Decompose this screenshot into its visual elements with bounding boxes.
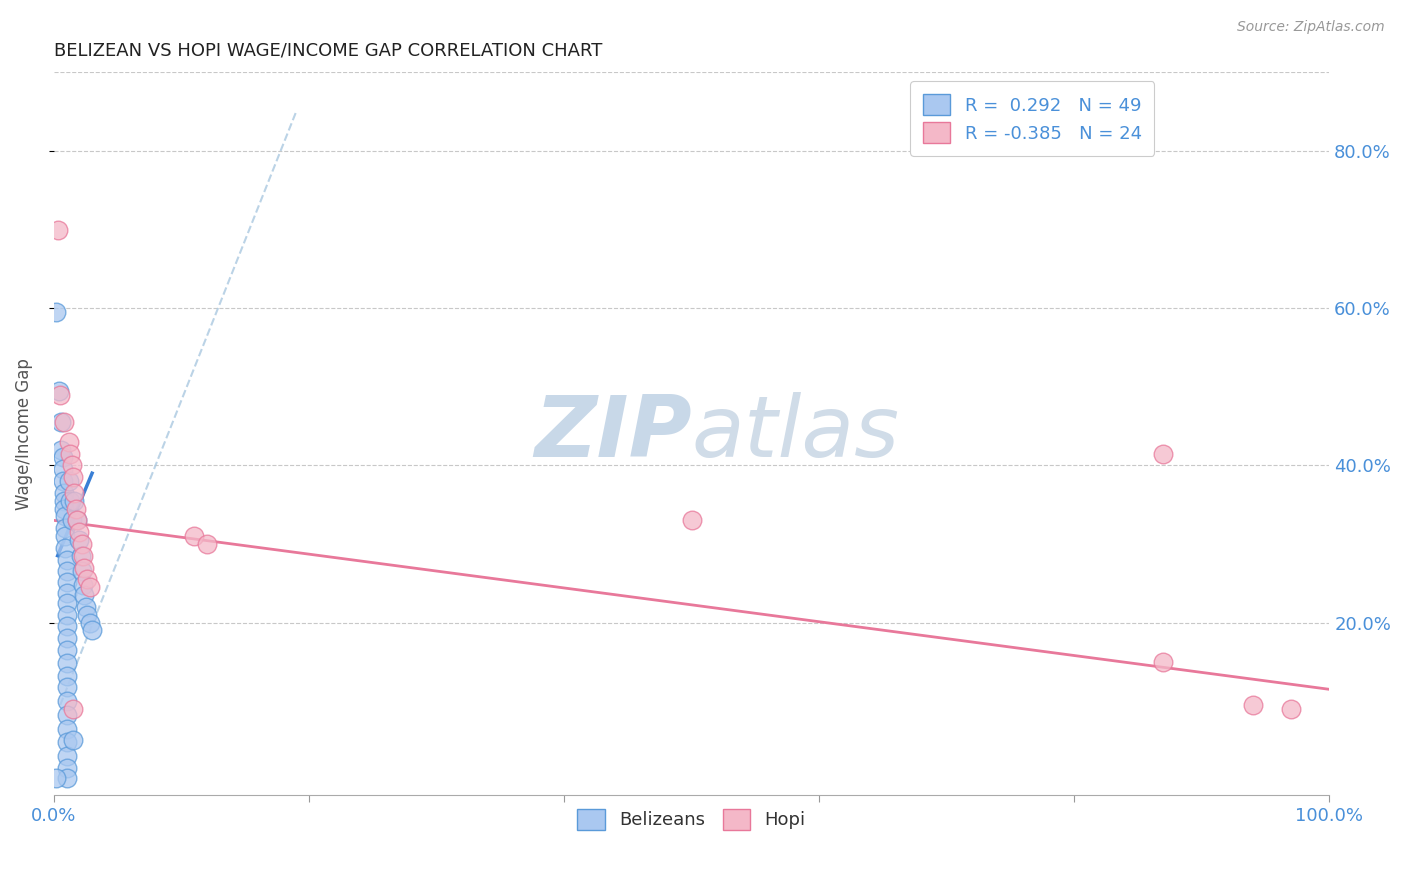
Point [82,624,104,638]
Point [55,596,77,610]
Text: BELIZEAN VS HOPI WAGE/INCOME GAP CORRELATION CHART: BELIZEAN VS HOPI WAGE/INCOME GAP CORRELA… [53,42,602,60]
Point [55,552,77,566]
Point [63,493,86,508]
Point [45,305,67,319]
Point [55,761,77,775]
Point [72,549,94,563]
Point [53,501,76,516]
Point [1241,698,1264,712]
Point [52,462,75,476]
Point [1279,702,1302,716]
Text: ZIP: ZIP [534,392,692,475]
Point [53,415,76,429]
Y-axis label: Wage/Income Gap: Wage/Income Gap [15,358,32,510]
Point [681,513,703,527]
Point [59,493,82,508]
Point [55,694,77,708]
Point [60,513,83,527]
Point [55,749,77,764]
Point [53,486,76,500]
Point [70,537,93,551]
Point [46,222,69,236]
Point [63,486,86,500]
Point [66,513,89,527]
Point [51,415,73,429]
Point [60,458,83,473]
Point [76,572,98,586]
Point [183,529,205,543]
Point [45,771,67,785]
Point [75,599,97,614]
Point [49,387,72,401]
Point [55,680,77,694]
Point [53,493,76,508]
Point [69,549,91,563]
Point [55,657,77,671]
Point [59,446,82,460]
Point [62,702,84,716]
Point [51,442,73,457]
Point [72,578,94,592]
Point [1152,446,1174,460]
Point [73,588,96,602]
Point [55,632,77,646]
Point [58,474,80,488]
Point [52,450,75,465]
Point [73,560,96,574]
Point [65,501,87,516]
Point [55,669,77,683]
Point [55,722,77,736]
Point [55,771,77,785]
Point [70,565,93,579]
Point [48,384,70,398]
Point [79,615,101,630]
Point [53,509,76,524]
Point [1152,655,1174,669]
Point [62,733,84,747]
Point [53,541,76,555]
Point [55,585,77,599]
Point [62,470,84,484]
Point [55,735,77,749]
Point [55,574,77,589]
Point [76,607,98,622]
Point [67,533,90,547]
Point [53,521,76,535]
Point [52,474,75,488]
Point [55,619,77,633]
Text: atlas: atlas [692,392,900,475]
Text: Source: ZipAtlas.com: Source: ZipAtlas.com [1237,20,1385,34]
Point [79,580,101,594]
Point [58,434,80,449]
Legend: Belizeans, Hopi: Belizeans, Hopi [562,795,820,844]
Point [66,513,89,527]
Point [55,565,77,579]
Point [55,643,77,657]
Point [55,607,77,622]
Point [195,537,218,551]
Point [53,529,76,543]
Point [67,525,90,540]
Point [55,708,77,723]
